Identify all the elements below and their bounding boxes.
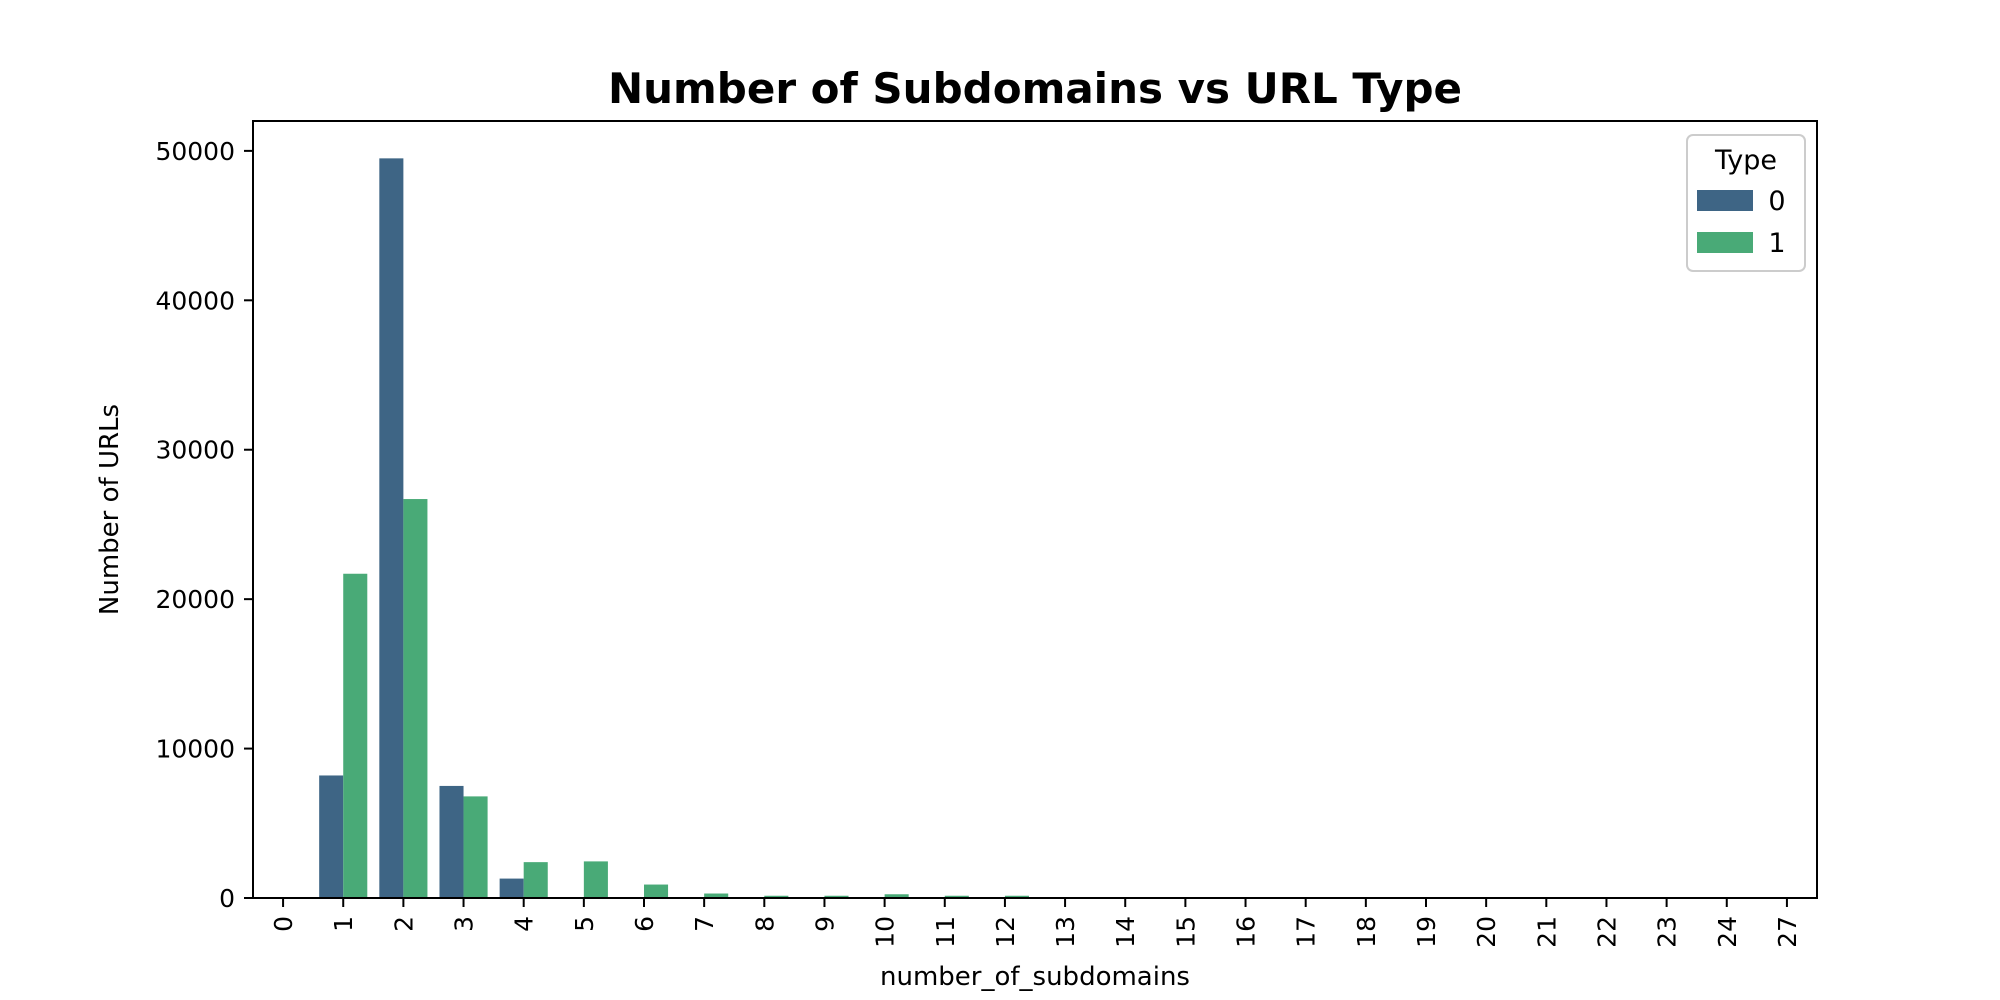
- x-axis-label: number_of_subdomains: [880, 962, 1190, 992]
- bar-type-1-cat-7: [704, 893, 729, 898]
- bar-type-0-cat-1: [319, 775, 344, 898]
- bar-type-1-cat-1: [343, 573, 368, 898]
- y-tick-label: 40000: [155, 286, 235, 315]
- x-tick-label: 18: [1352, 916, 1381, 948]
- x-tick-label: 27: [1773, 916, 1802, 948]
- x-tick-label: 5: [570, 916, 599, 932]
- legend-label-1: 1: [1768, 228, 1785, 259]
- bar-type-1-cat-3: [463, 796, 488, 898]
- y-axis: 0 10000 20000 30000 40000 50000: [155, 137, 253, 913]
- legend-title: Type: [1714, 145, 1777, 176]
- bar-type-0-cat-2: [379, 158, 404, 899]
- bar-type-1-cat-2: [403, 499, 428, 898]
- x-tick-label: 21: [1532, 916, 1561, 948]
- x-axis: 0 1 2 3 4 5 6 7 8 9 10 11 12 13 14 15 16 17 18 19 20 21 22 23 24…: [269, 898, 1802, 948]
- legend-label-0: 0: [1768, 186, 1785, 217]
- bar-type-1-cat-9: [824, 895, 849, 898]
- x-tick-label: 22: [1592, 916, 1621, 948]
- x-tick-label: 16: [1232, 916, 1261, 948]
- y-tick-label: 50000: [155, 137, 235, 166]
- x-tick-label: 10: [871, 916, 900, 948]
- x-tick-label: 15: [1171, 916, 1200, 948]
- x-tick-label: 9: [810, 916, 839, 932]
- bar-type-1-cat-6: [644, 884, 669, 898]
- bar-type-1-cat-11: [944, 895, 969, 898]
- legend-swatch-1: [1697, 232, 1753, 253]
- y-axis-label: Number of URLs: [95, 404, 125, 615]
- bar-type-1-cat-4: [523, 862, 548, 898]
- x-tick-label: 11: [931, 916, 960, 948]
- x-tick-label: 19: [1412, 916, 1441, 948]
- x-tick-label: 23: [1653, 916, 1682, 948]
- x-tick-label: 2: [389, 916, 418, 932]
- x-tick-label: 7: [690, 916, 719, 932]
- x-tick-label: 4: [510, 916, 539, 932]
- chart-title: Number of Subdomains vs URL Type: [608, 64, 1462, 113]
- x-tick-label: 20: [1472, 916, 1501, 948]
- bar-type-1-cat-5: [583, 861, 608, 898]
- x-tick-label: 6: [630, 916, 659, 932]
- x-tick-label: 24: [1713, 916, 1742, 948]
- x-tick-label: 8: [750, 916, 779, 932]
- y-tick-label: 10000: [155, 735, 235, 764]
- x-tick-label: 1: [329, 916, 358, 932]
- bars-group: [319, 158, 1811, 899]
- bar-type-1-cat-12: [1004, 895, 1029, 898]
- y-tick-label: 20000: [155, 585, 235, 614]
- bar-type-0-cat-3: [439, 785, 464, 898]
- plot-frame: [252, 120, 1818, 899]
- x-tick-label: 17: [1292, 916, 1321, 948]
- bar-type-0-cat-4: [499, 878, 524, 898]
- x-tick-label: 12: [991, 916, 1020, 948]
- x-tick-label: 0: [269, 916, 298, 932]
- y-tick-label: 30000: [155, 436, 235, 465]
- bar-type-1-cat-10: [884, 894, 909, 898]
- legend-swatch-0: [1697, 190, 1753, 211]
- x-tick-label: 13: [1051, 916, 1080, 948]
- bar-type-1-cat-8: [764, 895, 789, 898]
- y-tick-label: 0: [219, 884, 235, 913]
- x-tick-label: 14: [1111, 916, 1140, 948]
- legend: Type 0 1: [1686, 134, 1806, 272]
- x-tick-label: 3: [450, 916, 479, 932]
